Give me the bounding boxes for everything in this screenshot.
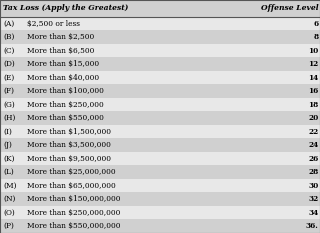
Bar [0,219,320,233]
Text: More than $150,000,000: More than $150,000,000 [27,195,121,203]
Text: (L): (L) [3,168,14,176]
Text: 26: 26 [308,155,318,163]
Text: (E): (E) [3,74,14,82]
Text: 8: 8 [313,33,318,41]
Text: More than $65,000,000: More than $65,000,000 [27,182,116,190]
Text: 12: 12 [308,60,318,68]
Text: 30: 30 [308,182,318,190]
Text: 6: 6 [313,20,318,27]
Text: (P): (P) [3,222,14,230]
Text: (N): (N) [3,195,16,203]
Text: More than $550,000,000: More than $550,000,000 [27,222,121,230]
Bar [0,0,320,17]
Text: More than $2,500: More than $2,500 [27,33,94,41]
Bar [0,138,320,152]
Text: (B): (B) [3,33,15,41]
Bar [0,125,320,138]
Text: More than $250,000: More than $250,000 [27,101,104,109]
Text: 32: 32 [308,195,318,203]
Text: (H): (H) [3,114,16,122]
Text: More than $9,500,000: More than $9,500,000 [27,155,111,163]
Text: (O): (O) [3,209,15,217]
Text: 36.: 36. [306,222,318,230]
Text: (F): (F) [3,87,14,95]
Text: (K): (K) [3,155,15,163]
Text: More than $100,000: More than $100,000 [27,87,104,95]
Bar [0,71,320,84]
Bar [0,57,320,71]
Text: 14: 14 [308,74,318,82]
Text: More than $6,500: More than $6,500 [27,47,95,55]
Text: (J): (J) [3,141,12,149]
Bar [0,98,320,111]
Text: 24: 24 [308,141,318,149]
Text: More than $1,500,000: More than $1,500,000 [27,128,111,136]
Text: More than $40,000: More than $40,000 [27,74,99,82]
Text: More than $550,000: More than $550,000 [27,114,104,122]
Text: $2,500 or less: $2,500 or less [27,20,80,27]
Text: Tax Loss (Apply the Greatest): Tax Loss (Apply the Greatest) [3,4,129,12]
Bar [0,179,320,192]
Text: More than $3,500,000: More than $3,500,000 [27,141,111,149]
Text: 28: 28 [308,168,318,176]
Text: 10: 10 [308,47,318,55]
Text: More than $15,000: More than $15,000 [27,60,99,68]
Bar [0,152,320,165]
Text: 34: 34 [308,209,318,217]
Text: 20: 20 [308,114,318,122]
Text: More than $25,000,000: More than $25,000,000 [27,168,116,176]
Bar [0,30,320,44]
Text: 16: 16 [308,87,318,95]
Text: (C): (C) [3,47,15,55]
Text: 22: 22 [308,128,318,136]
Text: More than $250,000,000: More than $250,000,000 [27,209,121,217]
Text: (D): (D) [3,60,15,68]
Bar [0,192,320,206]
Bar [0,17,320,30]
Text: (M): (M) [3,182,17,190]
Bar [0,111,320,125]
Bar [0,165,320,179]
Text: Offense Level: Offense Level [261,4,318,12]
Text: 18: 18 [308,101,318,109]
Bar [0,44,320,57]
Text: (A): (A) [3,20,14,27]
Bar [0,84,320,98]
Text: (G): (G) [3,101,15,109]
Text: (I): (I) [3,128,12,136]
Bar [0,206,320,219]
